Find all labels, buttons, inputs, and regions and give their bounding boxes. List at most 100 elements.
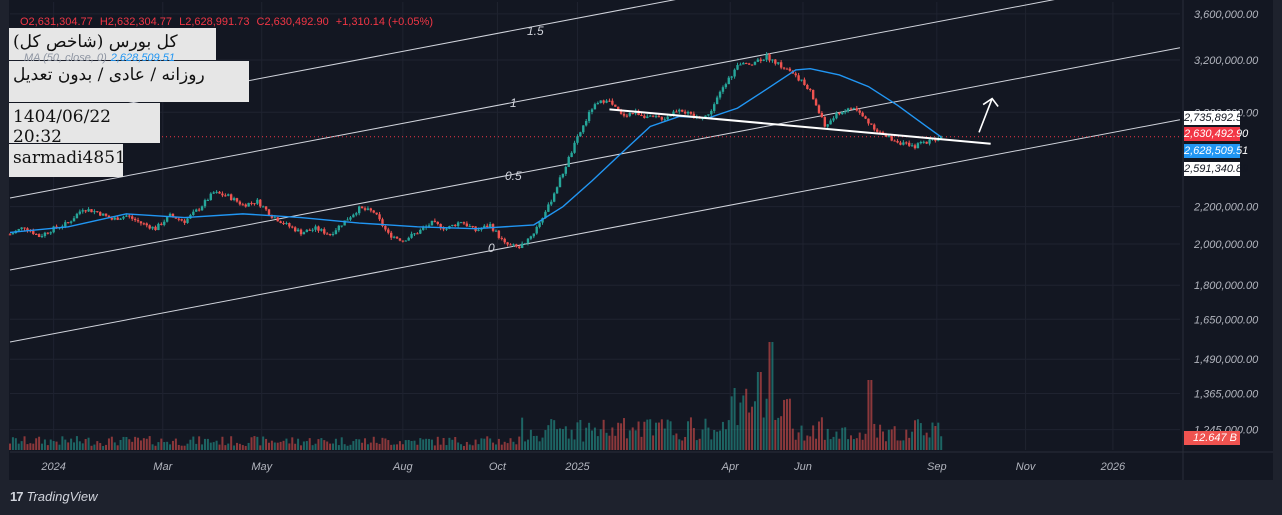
candle-body bbox=[640, 115, 643, 117]
volume-bar bbox=[902, 440, 905, 450]
candle-body bbox=[532, 233, 535, 237]
candle-body bbox=[797, 75, 800, 81]
tradingview-logo[interactable]: 17 TradingView bbox=[10, 489, 98, 504]
candle-body bbox=[186, 218, 189, 223]
volume-bar bbox=[556, 429, 559, 450]
candle-body bbox=[119, 218, 122, 220]
candle-body bbox=[72, 218, 76, 222]
volume-bar bbox=[209, 442, 212, 450]
candle-body bbox=[619, 110, 623, 114]
candle-body bbox=[747, 63, 751, 65]
candle-body bbox=[366, 208, 370, 210]
candle-body bbox=[515, 244, 518, 247]
volume-bar bbox=[640, 436, 643, 450]
candle-body bbox=[820, 112, 824, 118]
candle-body bbox=[253, 203, 256, 205]
candle-body bbox=[113, 217, 116, 220]
candle-body bbox=[84, 210, 87, 212]
candle-body bbox=[404, 240, 407, 242]
candle-body bbox=[916, 143, 920, 149]
volume-bar bbox=[404, 440, 407, 450]
candle-body bbox=[683, 111, 687, 114]
volume-bar bbox=[605, 432, 608, 450]
volume-bar bbox=[826, 428, 829, 450]
volume-bar bbox=[169, 444, 172, 450]
volume-bar bbox=[707, 427, 710, 450]
volume-bar bbox=[771, 342, 774, 450]
volume-bar bbox=[721, 421, 724, 450]
volume-bar bbox=[861, 439, 864, 450]
volume-bar bbox=[838, 438, 841, 450]
candle-body bbox=[372, 210, 375, 213]
candle-body bbox=[69, 221, 73, 223]
candle-body bbox=[785, 68, 789, 70]
x-tick-label: May bbox=[251, 461, 273, 473]
candle-body bbox=[177, 218, 180, 220]
volume-bar bbox=[78, 441, 81, 450]
volume-bar bbox=[815, 438, 818, 450]
candle-body bbox=[896, 140, 899, 143]
volume-bar bbox=[323, 440, 326, 450]
candle-body bbox=[355, 213, 358, 215]
candle-body bbox=[302, 232, 306, 235]
candle-body bbox=[142, 223, 146, 225]
volume-bar bbox=[160, 438, 163, 450]
volume-bar bbox=[445, 445, 448, 450]
volume-bar bbox=[166, 441, 169, 450]
volume-bar bbox=[145, 438, 148, 450]
volume-bar bbox=[20, 441, 23, 450]
volume-bar bbox=[579, 419, 582, 450]
candle-body bbox=[602, 100, 605, 103]
candle-body bbox=[925, 141, 928, 144]
volume-bar bbox=[806, 435, 809, 450]
candle-body bbox=[90, 209, 93, 213]
volume-bar bbox=[599, 429, 602, 450]
candle-body bbox=[227, 194, 230, 196]
volume-tag: 12.647 B bbox=[1184, 431, 1240, 445]
candle-body bbox=[608, 100, 611, 102]
candle-body bbox=[835, 112, 838, 119]
trend-line bbox=[609, 108, 991, 145]
volume-bar bbox=[777, 417, 780, 450]
candle-body bbox=[867, 118, 870, 124]
candle-body bbox=[20, 227, 23, 230]
volume-bar bbox=[183, 445, 186, 450]
candle-body bbox=[282, 223, 285, 225]
candle-body bbox=[715, 97, 719, 105]
candle-body bbox=[136, 220, 140, 222]
candle-body bbox=[881, 132, 885, 134]
volume-bar bbox=[858, 432, 861, 450]
volume-bar bbox=[154, 445, 157, 450]
candle-body bbox=[928, 139, 931, 144]
volume-bar bbox=[241, 445, 244, 450]
candle-body bbox=[32, 230, 35, 234]
candle-body bbox=[829, 120, 832, 125]
volume-bar bbox=[672, 435, 675, 450]
datetime-label: 1404/06/22 20:32 bbox=[9, 103, 160, 147]
volume-bar bbox=[876, 437, 879, 450]
volume-bar bbox=[745, 388, 748, 450]
volume-bar bbox=[692, 428, 695, 450]
candle-body bbox=[218, 191, 221, 194]
candle-body bbox=[768, 54, 771, 61]
candle-body bbox=[590, 109, 594, 112]
candle-body bbox=[398, 238, 402, 241]
candle-body bbox=[649, 115, 652, 117]
candle-body bbox=[296, 229, 300, 232]
candle-body bbox=[96, 211, 99, 213]
candle-body bbox=[78, 211, 82, 214]
candle-body bbox=[276, 217, 279, 222]
volume-bar bbox=[35, 438, 38, 450]
candle-body bbox=[343, 220, 346, 226]
volume-bar bbox=[817, 421, 820, 450]
volume-bar bbox=[265, 438, 268, 450]
candle-body bbox=[736, 65, 739, 70]
candle-body bbox=[323, 229, 326, 234]
volume-bar bbox=[308, 438, 311, 450]
volume-bar bbox=[657, 422, 660, 450]
candle-body bbox=[148, 225, 151, 229]
volume-bar bbox=[652, 435, 655, 450]
candle-body bbox=[99, 212, 102, 216]
volume-bar bbox=[349, 444, 352, 450]
